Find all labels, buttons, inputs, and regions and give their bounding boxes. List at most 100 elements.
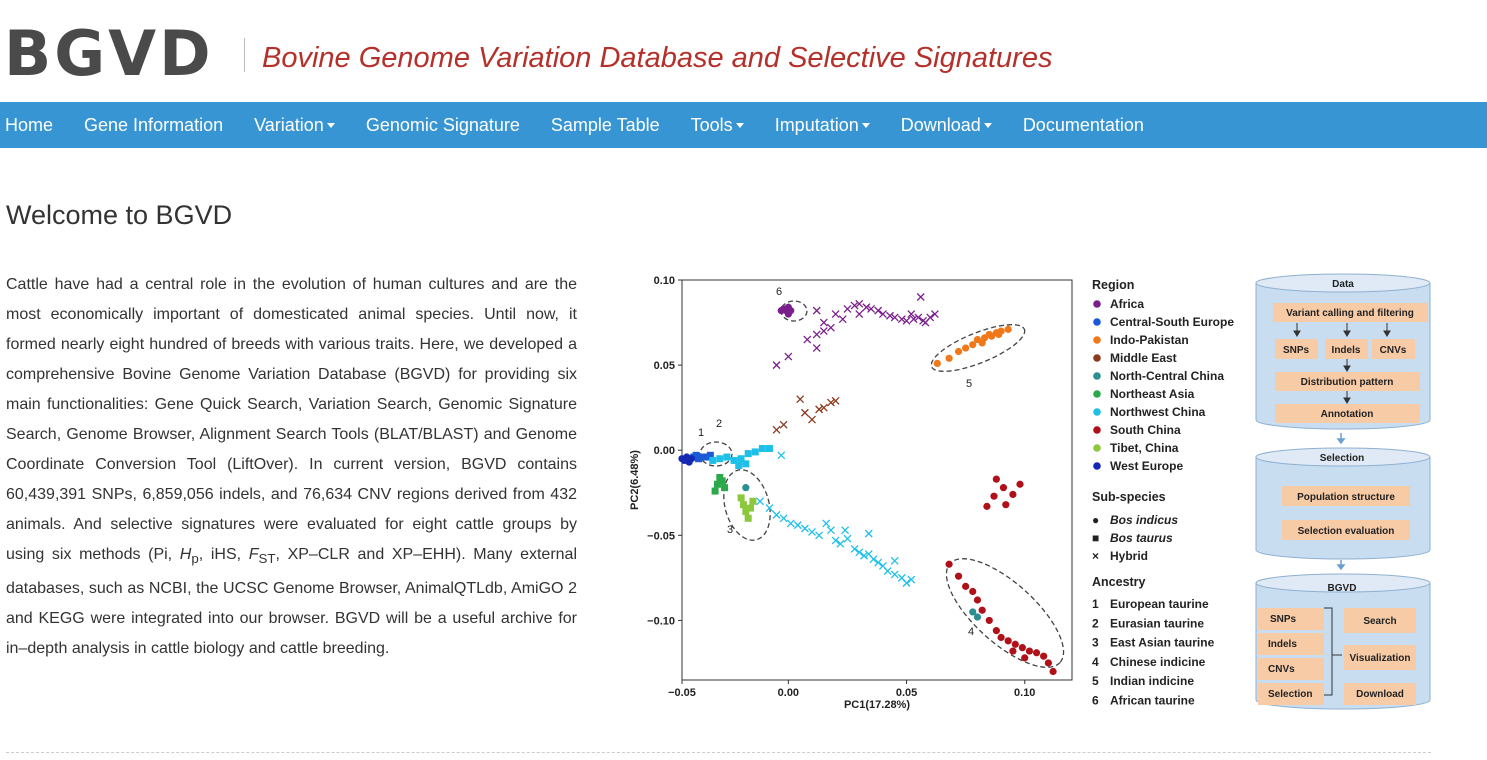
- down-arrows: [1336, 433, 1346, 571]
- data-point: [1044, 659, 1052, 667]
- nav-item-genomic-signature[interactable]: Genomic Signature: [366, 115, 520, 136]
- indels-label: Indels: [1332, 345, 1361, 356]
- data-point: [969, 608, 977, 616]
- out-snps-box: [1258, 608, 1324, 630]
- pipeline-flowchart: Data Variant calling and filtering SNPs …: [1255, 273, 1431, 710]
- population-label: Population structure: [1297, 492, 1395, 503]
- data-point: [815, 531, 824, 540]
- distribution-box: [1275, 372, 1420, 391]
- data-point: [890, 556, 899, 565]
- legend-ancestry-number: 1: [1092, 597, 1099, 611]
- data-point: [1025, 647, 1034, 655]
- nav-item-gene-information[interactable]: Gene Information: [84, 115, 223, 136]
- snps-label: SNPs: [1283, 345, 1310, 356]
- data-point: [990, 492, 998, 500]
- data-point: [711, 487, 719, 495]
- y-tick-label: −0.05: [647, 530, 675, 542]
- data-point: [988, 332, 996, 340]
- data-point: [855, 548, 864, 557]
- site-logo[interactable]: BGVD: [4, 17, 214, 90]
- nav-item-download[interactable]: Download: [901, 115, 992, 136]
- data-point: [841, 526, 850, 535]
- data-point: [716, 473, 724, 481]
- data-point: [864, 529, 873, 538]
- nav-item-tools[interactable]: Tools: [691, 115, 744, 136]
- nav-item-label: Sample Table: [550, 114, 660, 135]
- plot-frame: [681, 279, 1073, 681]
- data-point: [737, 455, 745, 463]
- site-tagline: Bovine Genome Variation Database and Sel…: [262, 42, 1053, 74]
- data-point: [843, 534, 852, 543]
- nav-item-label: Download: [900, 114, 981, 135]
- data-point: [749, 497, 757, 505]
- data-point: [808, 415, 816, 424]
- nav-item-label: Gene Information: [84, 114, 224, 135]
- legend-ancestry-label: Indian indicine: [1110, 674, 1194, 688]
- y-axis-ticks: 0.10 0.05 0.00 −0.05 −0.10: [647, 275, 682, 627]
- data-point: [1004, 325, 1012, 333]
- data-point: [709, 456, 717, 464]
- data-point: [803, 335, 812, 344]
- legend-swatch: [1093, 462, 1101, 470]
- legend-ancestry: 1 European taurine 2 Eurasian taurine 3 East …: [1092, 597, 1215, 708]
- data-point: [985, 616, 993, 625]
- nav-item-sample-table[interactable]: Sample Table: [551, 115, 660, 136]
- x-tick-label: 0.00: [778, 687, 799, 699]
- legend-region-label: North-Central China: [1110, 369, 1224, 383]
- data-point: [819, 327, 828, 336]
- nav-item-imputation[interactable]: Imputation: [775, 115, 870, 136]
- data-point: [890, 313, 899, 322]
- out-selection-box: [1258, 683, 1324, 705]
- data-point: [772, 361, 781, 370]
- cluster-label-3: 3: [727, 524, 733, 536]
- snps-box: [1275, 339, 1318, 359]
- data-point: [751, 448, 759, 456]
- legend-regions: Africa Central-South Europe Indo-Pakistan M…: [1093, 297, 1234, 473]
- data-point: [744, 450, 752, 458]
- nav-item-label: Variation: [254, 114, 324, 135]
- legend-subspecies-symbol: ●: [1092, 513, 1099, 527]
- x-tick-label: −0.05: [668, 687, 696, 699]
- x-axis-ticks: −0.05 0.00 0.05 0.10: [668, 680, 1035, 699]
- nav-item-label: Genomic Signature: [365, 114, 520, 135]
- main-navbar: Home Gene Information Variation Genomic Sig…: [0, 102, 1487, 148]
- x-axis-label: PC1(17.28%): [844, 699, 910, 711]
- data-point: [954, 572, 963, 580]
- x-tick-label: 0.05: [896, 687, 917, 699]
- data-point: [883, 567, 892, 576]
- variant-step: Variant calling and filtering: [1286, 308, 1414, 319]
- legend-ancestry-label: Chinese indicine: [1110, 655, 1206, 669]
- data-point: [812, 330, 821, 339]
- data-title: Data: [1332, 279, 1354, 290]
- intro-paragraph: Cattle have had a central role in the ev…: [6, 270, 577, 664]
- overview-figure: 0.10 0.05 0.00 −0.05 −0.10 −0.05 0.00 0.05 0.10…: [629, 273, 1431, 711]
- data-point: [945, 560, 953, 568]
- out-indels-label: Indels: [1268, 639, 1297, 650]
- out-selection-label: Selection: [1268, 689, 1312, 700]
- data-point: [678, 455, 686, 463]
- data-point: [692, 451, 700, 459]
- y-tick-label: −0.10: [647, 615, 675, 627]
- x-tick-label: 0.10: [1014, 687, 1035, 699]
- data-point: [758, 445, 766, 453]
- nav-item-home[interactable]: Home: [5, 115, 53, 136]
- data-point: [777, 451, 786, 460]
- data-point: [723, 453, 731, 461]
- logo-separator: [244, 38, 245, 72]
- caret-down-icon: [861, 123, 870, 129]
- legend-ancestry-number: 2: [1092, 616, 1099, 630]
- legend-ancestry-label: Eurasian taurine: [1110, 616, 1204, 630]
- bgvd-title: BGVD: [1328, 583, 1357, 594]
- nav-item-documentation[interactable]: Documentation: [1023, 115, 1144, 136]
- legend-ancestry-number: 6: [1092, 694, 1099, 708]
- nav-item-variation[interactable]: Variation: [254, 115, 335, 136]
- cluster-ellipse-4: [945, 558, 1065, 668]
- legend-swatch: [1093, 300, 1101, 308]
- data-point: [978, 606, 986, 614]
- selection-title: Selection: [1320, 453, 1364, 464]
- data-point: [1011, 640, 1019, 648]
- data-point: [1009, 647, 1017, 655]
- visualization-box: [1344, 645, 1416, 670]
- page-title: Welcome to BGVD: [6, 200, 233, 230]
- caret-down-icon: [983, 123, 992, 129]
